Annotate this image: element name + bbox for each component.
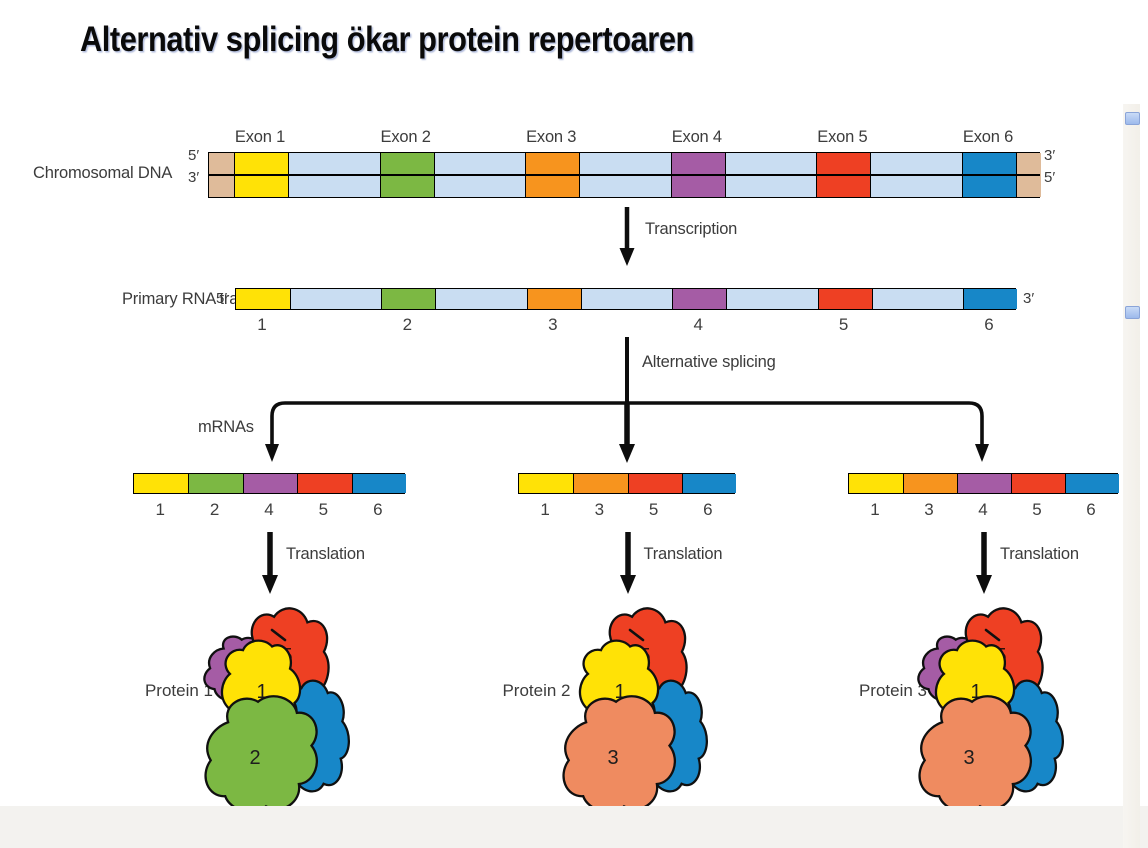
rna-exon-segment: [236, 289, 290, 309]
slide-title: Alternativ splicing ökar protein reperto…: [80, 20, 694, 59]
rna-exon-number: 1: [257, 315, 267, 334]
protein-subunit-2: [204, 693, 320, 813]
mrna-exon-number: 4: [264, 500, 274, 519]
exon-label: Exon 1: [234, 128, 286, 146]
protein-subunit-number: 1: [256, 681, 267, 703]
mrna-exon-segment: [134, 474, 189, 493]
scroll-marker-bottom[interactable]: [1125, 306, 1140, 319]
scroll-marker-top[interactable]: [1125, 112, 1140, 125]
mrna-exon-segment: [1011, 474, 1065, 493]
bottom-strip: [0, 806, 1148, 848]
rna-exon-segment: [817, 289, 872, 309]
protein-subunit-number: 3: [607, 747, 618, 769]
mrna-exon-number: 6: [1086, 500, 1096, 519]
mrna-exon-number: 5: [648, 500, 659, 519]
exon-label: Exon 3: [526, 128, 577, 146]
subunit-cleft-line: [628, 628, 644, 642]
mrna-exon-number: 4: [978, 500, 988, 519]
mrnas-label: mRNAs: [198, 418, 254, 436]
subunit-cleft-line: [984, 628, 1001, 642]
rna-exon-number: 2: [402, 315, 413, 334]
exon-label: Exon 4: [671, 128, 722, 146]
translation-arrow: [619, 532, 636, 594]
rna-exon-number: 6: [984, 315, 994, 334]
mrna-exon-number: 5: [1032, 500, 1042, 519]
dna-3prime-left: 3′: [188, 169, 200, 186]
mrna-exon-segment: [681, 474, 736, 493]
mrna-exon-segment: [188, 474, 243, 493]
rna-5prime: 5′: [216, 290, 228, 307]
rna-exon-segment: [381, 289, 436, 309]
right-scrollbar-track[interactable]: [1123, 104, 1140, 848]
translation-label: Translation: [643, 545, 723, 563]
transcription-label: Transcription: [645, 220, 738, 238]
mrna-exon-number: 6: [703, 500, 713, 519]
rna-exon-number: 3: [548, 315, 558, 334]
protein-subunit-number: 1: [614, 681, 625, 703]
protein-label: Protein 1: [144, 681, 213, 700]
protein-label: Protein 3: [858, 681, 927, 700]
rna-intron-segment: [435, 289, 527, 309]
mrna-exon-number: 1: [155, 500, 165, 519]
protein-subunit-number: 2: [249, 747, 260, 769]
rna-intron-segment: [871, 289, 963, 309]
exon-label: Exon 5: [817, 128, 868, 146]
protein-illustration: 45613: [873, 598, 1103, 813]
dna-5prime-right: 5′: [1044, 169, 1056, 186]
translation-label: Translation: [1000, 545, 1079, 563]
mrna-exon-segment: [351, 474, 406, 493]
mrna-exon-number: 6: [373, 500, 383, 519]
alternative-splicing-label: Alternative splicing: [642, 353, 776, 371]
rna-exon-segment: [672, 289, 727, 309]
protein-label: Protein 2: [502, 681, 571, 700]
protein-subunit-3: [918, 693, 1034, 813]
exon-label: Exon 2: [380, 128, 431, 146]
mrna-exon-number: 3: [594, 500, 605, 519]
protein-illustration: 45612: [159, 598, 389, 813]
mrna-exon-number: 2: [209, 500, 220, 519]
chromosomal-dna-label: Chromosomal DNA: [33, 164, 173, 182]
protein-illustration: 5613: [517, 598, 747, 813]
mrna-bar: [133, 473, 406, 494]
mrna-exon-segment: [242, 474, 298, 493]
mrna-bar: [848, 473, 1119, 494]
mrna-exon-number: 1: [540, 500, 550, 519]
mrna-exon-segment: [1065, 474, 1119, 493]
dna-5prime-left: 5′: [188, 147, 200, 164]
splicing-branch-arrows: [265, 401, 989, 463]
translation-arrow: [976, 532, 992, 594]
mrna-exon-number: 3: [924, 500, 934, 519]
primary-rna-bar: [235, 288, 1017, 310]
translation-label: Translation: [286, 545, 365, 563]
translation-arrow: [262, 532, 278, 594]
mrna-exon-segment: [519, 474, 574, 493]
rna-intron-segment: [290, 289, 382, 309]
dna-strand-divider: [208, 174, 1040, 176]
mrna-exon-segment: [627, 474, 682, 493]
protein-subunit-number: 3: [963, 747, 974, 769]
protein-subunit-3: [561, 693, 677, 813]
rna-intron-segment: [726, 289, 818, 309]
rna-3prime: 3′: [1023, 290, 1035, 307]
rna-intron-segment: [580, 289, 673, 309]
mrna-exon-segment: [957, 474, 1011, 493]
mrna-exon-segment: [297, 474, 352, 493]
transcription-arrow: [619, 207, 635, 266]
rna-exon-segment: [962, 289, 1017, 309]
protein-subunit-number: 1: [970, 681, 981, 703]
mrna-bar: [518, 473, 736, 494]
exon-label: Exon 6: [962, 128, 1014, 146]
mrna-exon-segment: [849, 474, 903, 493]
dna-3prime-right: 3′: [1044, 147, 1056, 164]
mrna-exon-number: 1: [870, 500, 880, 519]
mrna-exon-segment: [903, 474, 957, 493]
rna-exon-number: 4: [693, 315, 703, 334]
rna-exon-segment: [526, 289, 581, 309]
mrna-exon-segment: [573, 474, 628, 493]
rna-exon-number: 5: [838, 315, 849, 334]
subunit-cleft-line: [270, 628, 287, 642]
mrna-exon-number: 5: [318, 500, 329, 519]
